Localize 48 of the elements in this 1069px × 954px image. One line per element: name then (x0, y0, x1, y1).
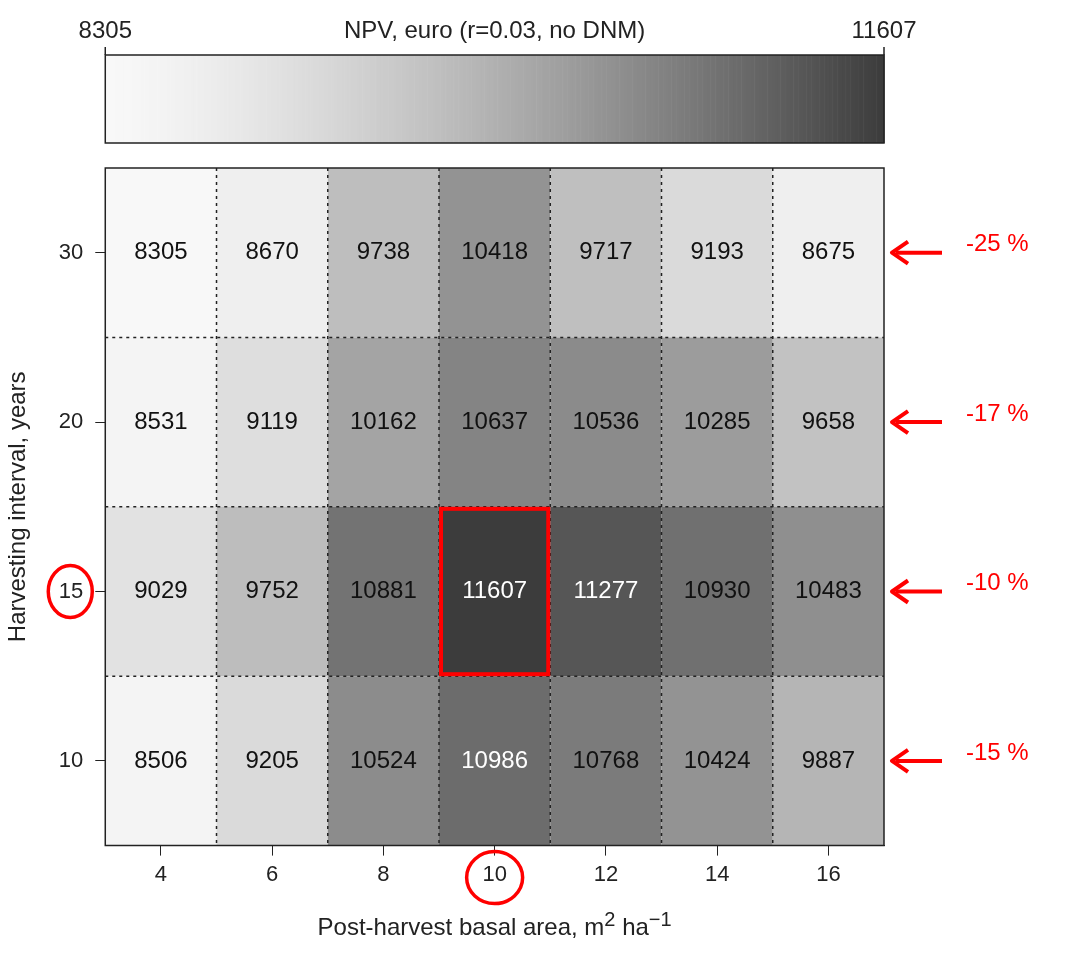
x-tick-label: 12 (593, 860, 619, 886)
color-bar-label: 8305 (78, 16, 132, 43)
data-label: 9738 (356, 237, 411, 265)
data-label: 10483 (795, 576, 862, 604)
y-tick-label: 30 (58, 238, 84, 264)
y-tick-label: 20 (58, 408, 84, 434)
x-tick-label: 14 (704, 860, 730, 886)
data-label: 10768 (572, 745, 640, 773)
data-label: 10162 (350, 406, 417, 434)
data-label: 10536 (572, 406, 640, 434)
data-label: 8670 (245, 237, 299, 265)
x-axis-title: Post-harvest basal area, m$^{2}$ ha$^{−1}$ (316, 907, 673, 941)
color-bar-title: NPV, euro (r=0.03, no DNM) (344, 16, 646, 43)
data-label: 9752 (245, 576, 299, 604)
text: -15 % (966, 737, 1029, 765)
text: -10 % (966, 568, 1029, 596)
x-tick-label: 6 (266, 860, 279, 886)
data-label: 11607 (462, 576, 528, 604)
data-label: 10637 (461, 406, 529, 434)
data-label: 11277 (573, 576, 639, 604)
data-label: 10285 (683, 406, 751, 434)
y-tick-label: 15 (58, 577, 84, 603)
data-label: 9717 (579, 237, 633, 265)
data-label: 9205 (245, 745, 299, 773)
text: -25 % (966, 229, 1029, 257)
data-label: 10424 (683, 745, 751, 773)
data-label: 9193 (690, 237, 744, 265)
data-label: 9887 (801, 745, 856, 773)
data-label: 8531 (134, 406, 188, 434)
data-label: 8305 (134, 237, 188, 265)
data-label: 8506 (134, 745, 188, 773)
x-tick-label: 10 (482, 860, 507, 886)
data-label: 10930 (683, 576, 751, 604)
y-axis-title: Harvesting interval, years (3, 371, 31, 643)
data-label: 10524 (350, 745, 417, 773)
x-tick-label: 16 (816, 860, 841, 886)
data-label: 10881 (350, 576, 417, 604)
data-label: 9029 (134, 576, 188, 604)
data-label: 10986 (461, 745, 529, 773)
x-tick-label: 4 (154, 860, 168, 886)
color-bar-label: 11607 (851, 16, 917, 43)
data-label: 8675 (801, 237, 856, 265)
data-label: 9658 (801, 406, 856, 434)
x-tick-label: 8 (377, 860, 390, 886)
data-label: 10418 (461, 237, 529, 265)
text: -17 % (966, 398, 1029, 426)
y-tick-label: 10 (58, 746, 84, 772)
data-label: 9119 (246, 406, 298, 434)
